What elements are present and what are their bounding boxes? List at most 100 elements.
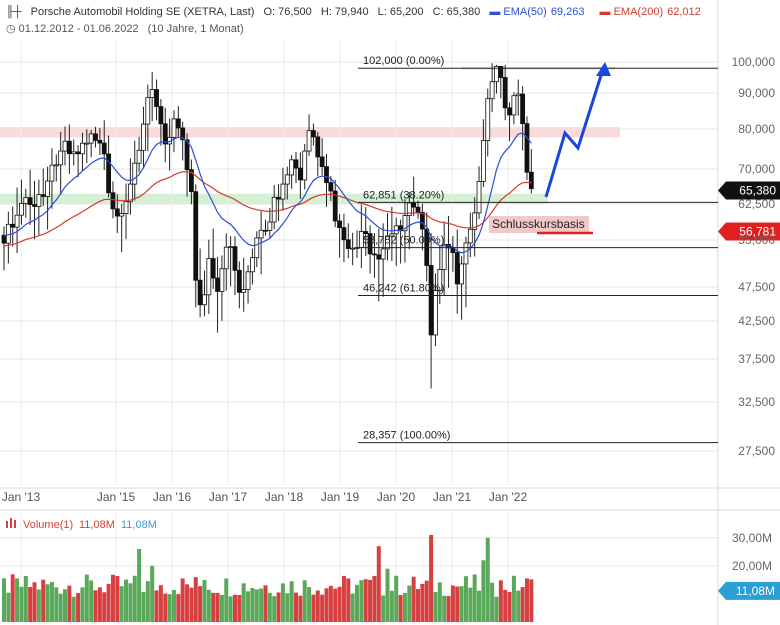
volume-bar [311, 594, 316, 622]
volume-bar [381, 595, 386, 622]
instrument-title: Porsche Automobil Holding SE (XETRA, Las… [30, 6, 255, 18]
volume-bar [45, 584, 50, 622]
volume-bar [385, 568, 390, 622]
x-axis-label: Jan '21 [433, 490, 472, 504]
fib-level-label: 53,782 (50.00%) [363, 235, 444, 247]
price-badge [718, 222, 780, 241]
candle-body [507, 107, 512, 116]
candle-body [219, 268, 225, 292]
volume-bar [128, 583, 133, 622]
candle-body [119, 213, 125, 217]
volume-bar [485, 537, 490, 622]
candle-body [84, 142, 90, 145]
candle-body [49, 164, 55, 182]
y-axis-label: 55,000 [738, 233, 775, 247]
volume-legend-value-2: 11,08M [121, 519, 157, 531]
chart-header: ╟┼ Porsche Automobil Holding SE (XETRA, … [6, 6, 713, 18]
candle-body [289, 159, 295, 176]
volume-bar [198, 586, 203, 622]
candle-body [162, 123, 168, 145]
candle-body [258, 229, 264, 239]
volume-bar [193, 577, 198, 622]
volume-bar [350, 593, 355, 622]
price-badge-label: 65,380 [739, 184, 776, 198]
candle-body [520, 93, 526, 125]
volume-bar [237, 595, 242, 622]
candle-body [80, 142, 85, 155]
volume-bar [372, 575, 377, 622]
volume-icon [10, 518, 12, 528]
volume-icon [14, 520, 16, 528]
candle-body [223, 246, 229, 270]
volume-bar [215, 592, 220, 622]
y-axis-label: 42,500 [738, 314, 775, 328]
ema50-legend: ▬ EMA(50) 69,263 [489, 6, 585, 18]
volume-bar [10, 574, 15, 622]
candle-body [62, 140, 68, 152]
fib-level-label: 62,851 (38.20%) [363, 189, 444, 201]
volume-bar [267, 592, 272, 622]
candle-body [180, 127, 186, 141]
volume-bar [359, 580, 364, 622]
volume-bar [494, 596, 499, 622]
candle-body [528, 171, 534, 190]
volume-bar [320, 594, 325, 622]
x-axis-label: Jan '17 [209, 490, 248, 504]
volume-bar [389, 590, 394, 622]
candle-body [428, 265, 434, 336]
volume-bar [285, 593, 290, 622]
candle-body [36, 194, 42, 207]
volume-bar [246, 591, 251, 622]
candle-body [341, 227, 347, 241]
y-axis-label: 70,000 [738, 162, 775, 176]
volume-bar [211, 592, 216, 622]
volume-bar [376, 546, 381, 622]
candle-body [302, 150, 308, 181]
candle-body [245, 271, 251, 290]
volume-bar [89, 580, 94, 622]
candle-body [498, 65, 504, 78]
candle-body [480, 140, 486, 182]
candle-body [337, 220, 342, 229]
candle-body [472, 212, 478, 230]
chart-type-icon[interactable]: ╟┼ [6, 6, 22, 18]
candle-body [58, 150, 64, 166]
x-axis-label: Jan '20 [377, 490, 416, 504]
y-axis-label: 80,000 [738, 122, 775, 136]
volume-bar [80, 587, 85, 622]
volume-bar [272, 596, 277, 622]
volume-bar [158, 585, 163, 622]
candle-body [454, 252, 460, 285]
candle-body [406, 202, 412, 216]
fib-level-label: 102,000 (0.00%) [363, 55, 444, 67]
volume-bar [328, 585, 333, 622]
volume-bar [93, 590, 98, 622]
volume-bar [355, 584, 360, 622]
volume-bar [315, 590, 320, 622]
volume-bar [137, 549, 142, 622]
candle-body [363, 231, 369, 235]
volume-bar [293, 592, 298, 622]
candle-body [215, 277, 220, 292]
ema200-line [3, 171, 532, 247]
candle-body [32, 204, 37, 207]
arrow-head [596, 62, 611, 76]
volume-bar [307, 587, 312, 622]
volume-bar [180, 578, 185, 622]
candle-body [40, 194, 46, 197]
volume-bar [507, 592, 512, 622]
volume-bar [524, 578, 529, 622]
candle-body [184, 139, 190, 171]
volume-bar [189, 587, 194, 622]
volume-bar [167, 594, 172, 622]
volume-bar [498, 580, 503, 622]
candle-body [385, 235, 390, 250]
volume-bar [241, 583, 246, 622]
price-badge [718, 181, 780, 200]
volume-bar [171, 589, 176, 622]
volume-bar [150, 565, 155, 622]
volume-axis-label: 20,00M [732, 559, 772, 573]
volume-bar [402, 593, 407, 622]
volume-bar [228, 596, 233, 622]
